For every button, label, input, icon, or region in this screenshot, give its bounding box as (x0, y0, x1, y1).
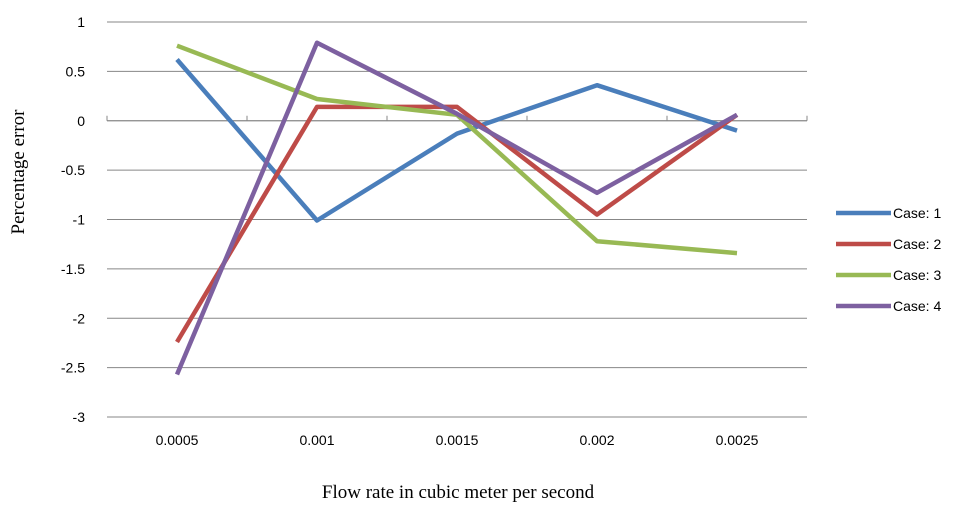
series-line-case-4 (174, 40, 739, 376)
x-axis-tick-labels: 0.0005 0.001 0.0015 0.002 0.0025 (156, 432, 759, 448)
series-line-case-1 (175, 58, 738, 223)
y-tick-label: 0.5 (66, 63, 86, 79)
x-tick-label: 0.0005 (156, 432, 199, 448)
x-tick-label: 0.0015 (436, 432, 479, 448)
legend-label: Case: 2 (893, 236, 941, 252)
legend-label: Case: 4 (893, 298, 941, 314)
y-tick-label: -3 (73, 409, 86, 425)
series-line-case-3 (176, 43, 738, 256)
y-tick-label: -2 (73, 310, 86, 326)
y-tick-label: 1 (77, 14, 85, 30)
x-axis (106, 115, 808, 122)
y-tick-label: -2.5 (61, 360, 85, 376)
y-axis-title: Percentage error (8, 109, 29, 235)
gridlines (107, 21, 807, 418)
series-lines (174, 40, 739, 376)
x-tick-label: 0.002 (579, 432, 614, 448)
y-tick-label: -1 (73, 212, 86, 228)
x-axis-title: Flow rate in cubic meter per second (322, 482, 595, 503)
y-tick-label: -0.5 (61, 162, 85, 178)
y-axis-tick-labels: 1 0.5 0 -0.5 -1 -1.5 -2 -2.5 -3 (61, 14, 85, 425)
y-tick-label: -1.5 (61, 261, 85, 277)
y-tick-label: 0 (77, 113, 85, 129)
legend-label: Case: 1 (893, 205, 941, 221)
x-tick-label: 0.0025 (716, 432, 759, 448)
legend: Case: 1 Case: 2 Case: 3 Case: 4 (836, 205, 941, 314)
legend-label: Case: 3 (893, 267, 941, 283)
x-tick-label: 0.001 (299, 432, 334, 448)
series-line-case-2 (175, 104, 739, 344)
